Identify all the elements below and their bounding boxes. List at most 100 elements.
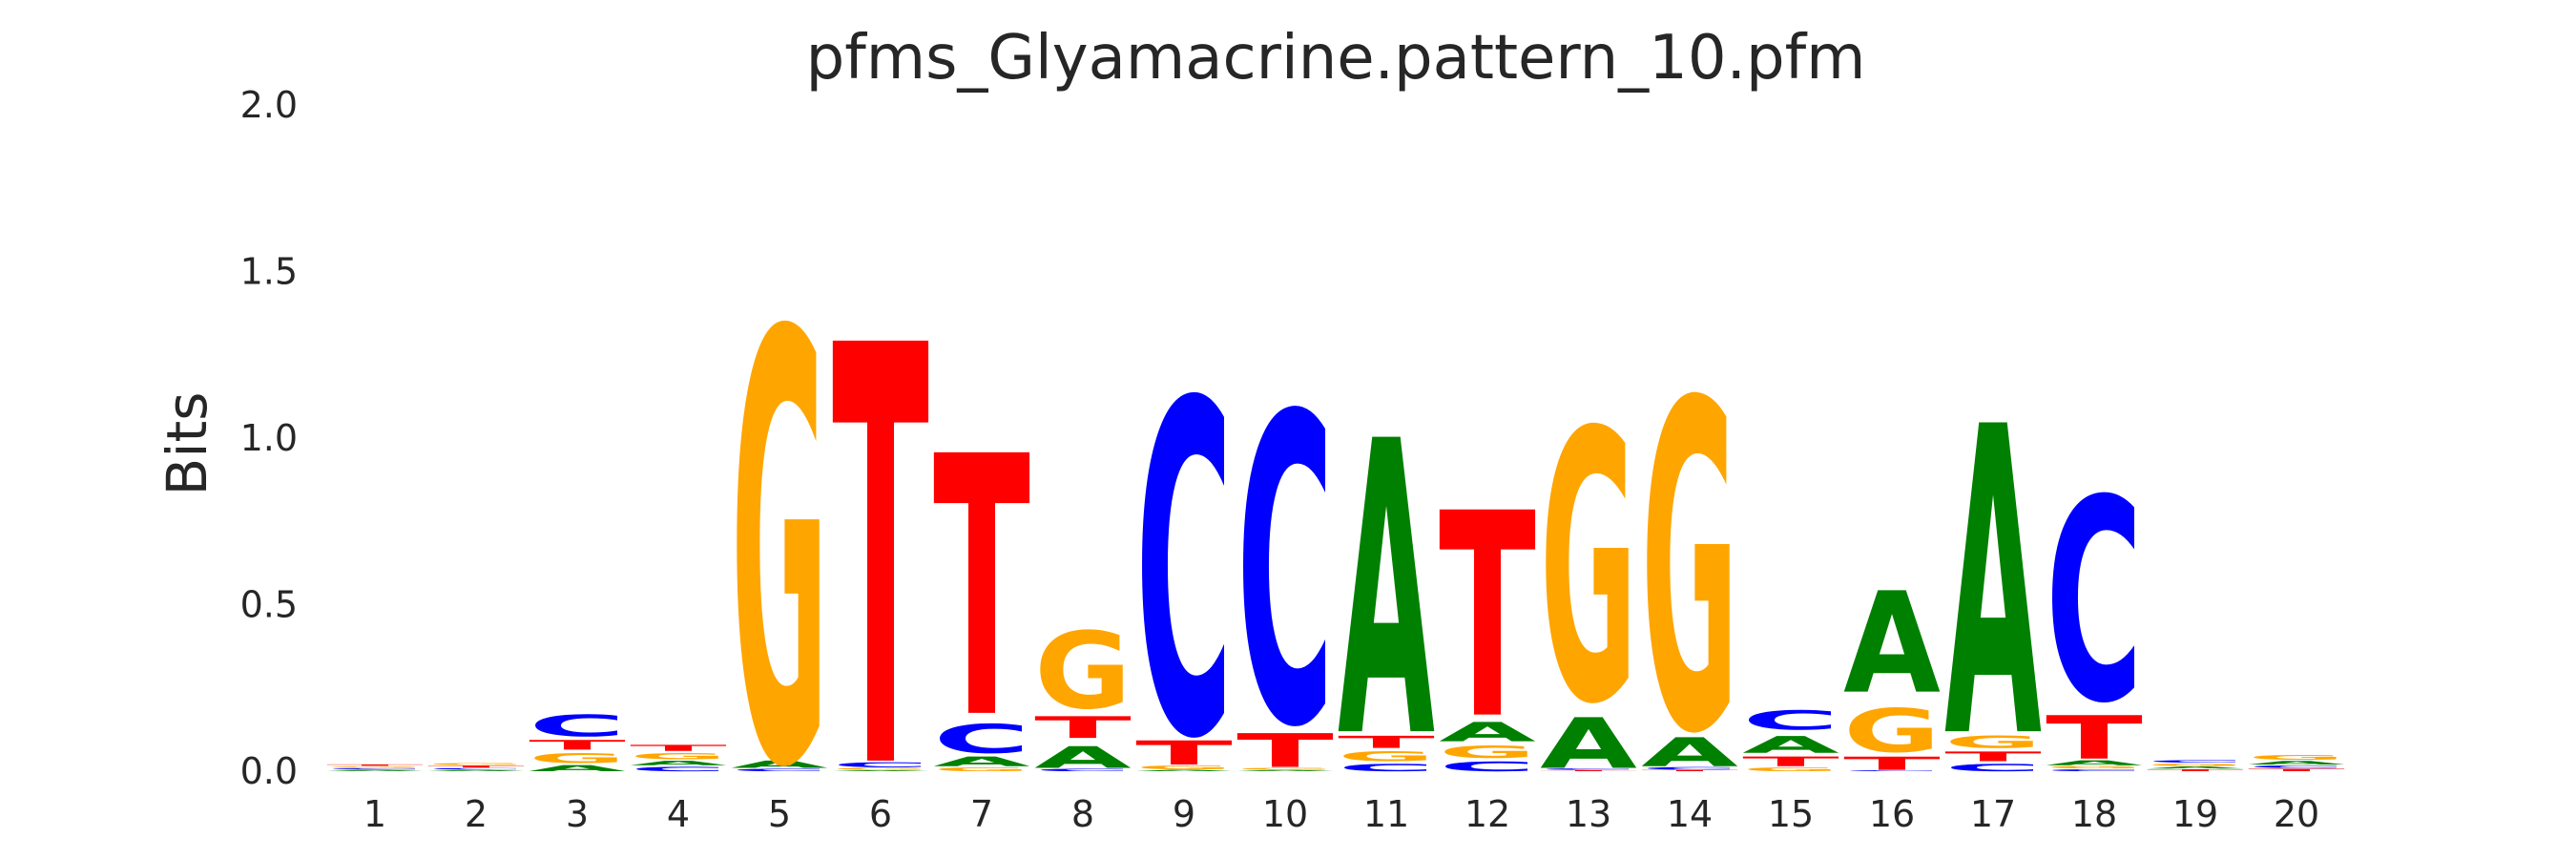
logo-letter-c: C (427, 767, 525, 769)
x-tick-label: 2 (465, 793, 488, 835)
logo-letter-t: T (1944, 749, 2042, 765)
logo-letter-g: G (1944, 733, 2042, 752)
logo-letter-t: T (529, 737, 626, 752)
logo-letter-a: A (1034, 740, 1132, 775)
logo-letter-g: G (731, 213, 828, 859)
logo-letter-a: A (326, 769, 424, 771)
x-tick-label: 4 (667, 793, 690, 835)
logo-letter-t: T (1641, 769, 1738, 771)
logo-letter-g: G (427, 763, 525, 765)
logo-letter-c: C (731, 768, 828, 772)
logo-letter-a: A (529, 764, 626, 773)
logo-letter-a: A (1439, 717, 1536, 747)
logo-letter-c: C (529, 708, 626, 743)
y-tick-label: 0.5 (240, 584, 298, 626)
logo-letter-c: C (2147, 760, 2244, 764)
logo-letter-c: C (2046, 768, 2143, 771)
x-tick-label: 7 (970, 793, 993, 835)
x-tick-label: 10 (1262, 793, 1308, 835)
logo-letter-c: C (1944, 762, 2042, 773)
logo-letter-g: G (1540, 353, 1637, 786)
x-tick-label: 6 (869, 793, 892, 835)
x-tick-label: 13 (1566, 793, 1611, 835)
logo-letter-a: A (630, 760, 727, 766)
x-tick-label: 18 (2071, 793, 2117, 835)
logo-letter-g: G (1439, 743, 1536, 762)
y-axis-ticks: 0.0 0.5 1.0 1.5 2.0 (240, 84, 298, 792)
logo-letter-a: A (427, 769, 525, 771)
x-tick-label: 9 (1173, 793, 1195, 835)
x-tick-label: 12 (1465, 793, 1510, 835)
x-tick-label: 20 (2274, 793, 2319, 835)
logo-letter-t: T (1540, 770, 1637, 772)
logo-letter-a: A (2248, 760, 2345, 765)
logo-letter-t: T (832, 226, 930, 859)
x-tick-label: 8 (1071, 793, 1094, 835)
logo-letter-g: G (1135, 765, 1233, 770)
x-tick-label: 3 (566, 793, 589, 835)
x-tick-label: 1 (364, 793, 386, 835)
logo-letter-t: T (1742, 754, 1839, 769)
logo-letter-t: T (326, 764, 424, 765)
logo-letter-a: A (1236, 769, 1334, 771)
y-tick-label: 0.0 (240, 750, 298, 792)
logo-letter-g: G (1843, 697, 1941, 766)
x-tick-label: 14 (1667, 793, 1713, 835)
logo-letter-c: C (933, 717, 1030, 763)
logo-letter-g: G (1236, 767, 1334, 770)
logo-letter-a: A (1641, 729, 1738, 776)
logo-letter-a: A (933, 754, 1030, 769)
logo-letter-a: A (1742, 731, 1839, 758)
logo-letter-a: A (1540, 703, 1637, 785)
logo-letter-g: G (1641, 310, 1738, 833)
x-tick-label: 16 (1869, 793, 1915, 835)
logo-letter-g: G (1742, 766, 1839, 772)
logo-letter-a: A (2046, 759, 2143, 766)
logo-letter-c: C (1641, 766, 1738, 770)
logo-letter-t: T (1034, 710, 1132, 744)
logo-letter-t: T (2046, 703, 2143, 773)
y-axis-label: Bits (155, 392, 219, 496)
logo-letter-g: G (1034, 610, 1132, 733)
logo-letter-a: A (1944, 339, 2043, 832)
x-tick-label: 5 (768, 793, 791, 835)
x-axis-ticks: 1 2 3 4 5 6 7 8 9 10 11 12 13 14 15 16 17 18 19 20 (364, 793, 2319, 835)
logo-letter-c: C (1439, 759, 1536, 774)
logo-letter-g: G (326, 766, 424, 768)
logo-letter-c: C (630, 765, 727, 772)
logo-letter-a: A (1843, 562, 1941, 724)
logo-letter-c: C (1135, 308, 1233, 840)
logo-letter-t: T (933, 382, 1031, 798)
logo-letter-t: T (1236, 724, 1334, 778)
y-tick-label: 1.5 (240, 251, 298, 293)
logo-letter-c: C (1034, 768, 1132, 772)
logo-letter-g: G (933, 766, 1030, 772)
logo-letter-t: T (427, 765, 525, 768)
x-tick-label: 11 (1363, 793, 1409, 835)
logo-letter-a: A (1338, 356, 1436, 827)
logo-letter-c: C (1540, 768, 1637, 770)
logo-letter-c: C (1338, 762, 1435, 773)
x-tick-label: 17 (1970, 793, 2016, 835)
logo-letter-c: C (832, 761, 929, 768)
logo-letter-c: C (2046, 440, 2143, 765)
logo-letter-g: G (630, 751, 727, 761)
logo-letter-c: C (1236, 327, 1334, 821)
logo-letter-g: G (2046, 765, 2143, 769)
logo-letter-c: C (1843, 770, 1941, 772)
logo-letter-t: T (1439, 454, 1536, 782)
logo-letter-t: T (1135, 734, 1233, 773)
y-tick-label: 1.0 (240, 417, 298, 459)
logo-letter-a: A (832, 770, 929, 772)
chart-title: pfms_Glyamacrine.pattern_10.pfm (806, 23, 1866, 94)
logo-letter-g: G (2248, 753, 2345, 761)
logo-letter-t: T (1843, 753, 1941, 774)
logo-letter-t: T (2147, 768, 2244, 771)
logo-letter-c: C (326, 768, 424, 770)
logo-letter-c: C (1742, 705, 1839, 736)
logo-letter-t: T (1338, 733, 1435, 752)
logo-letter-a: A (1135, 769, 1233, 771)
logo-letter-g: G (1338, 749, 1435, 765)
